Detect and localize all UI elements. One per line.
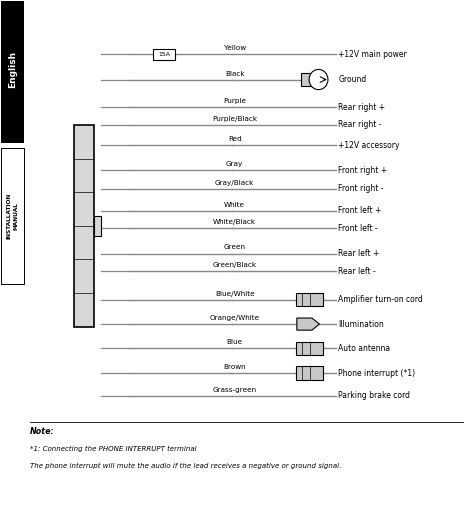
Text: Front left +: Front left + xyxy=(338,206,382,215)
Text: *1: Connecting the PHONE INTERRUPT terminal: *1: Connecting the PHONE INTERRUPT termi… xyxy=(30,446,196,452)
Text: Front right -: Front right - xyxy=(338,185,384,194)
Text: Rear left +: Rear left + xyxy=(338,249,380,258)
FancyBboxPatch shape xyxy=(1,148,24,284)
FancyBboxPatch shape xyxy=(301,73,311,86)
Text: Blue/White: Blue/White xyxy=(215,291,255,297)
Text: Gray: Gray xyxy=(226,161,243,167)
FancyBboxPatch shape xyxy=(296,294,323,306)
Text: Blue: Blue xyxy=(227,339,243,345)
Text: Green/Black: Green/Black xyxy=(212,262,257,268)
Text: Parking brake cord: Parking brake cord xyxy=(338,391,410,400)
Text: Illumination: Illumination xyxy=(338,319,384,329)
Text: INSTALLATION
MANUAL: INSTALLATION MANUAL xyxy=(7,193,18,239)
Text: Rear right +: Rear right + xyxy=(338,103,385,112)
Text: Auto antenna: Auto antenna xyxy=(338,344,391,353)
Text: Gray/Black: Gray/Black xyxy=(215,180,255,186)
Text: Grass-green: Grass-green xyxy=(212,387,257,392)
Text: White/Black: White/Black xyxy=(213,219,256,225)
Text: Orange/White: Orange/White xyxy=(210,315,260,321)
Text: Phone interrupt (*1): Phone interrupt (*1) xyxy=(338,369,415,378)
Text: Front right +: Front right + xyxy=(338,166,387,175)
Text: Purple/Black: Purple/Black xyxy=(212,116,257,122)
Polygon shape xyxy=(297,318,319,330)
Text: Red: Red xyxy=(228,136,242,142)
FancyBboxPatch shape xyxy=(94,215,101,236)
Text: English: English xyxy=(8,51,17,88)
Circle shape xyxy=(309,69,328,90)
Text: Rear left -: Rear left - xyxy=(338,267,376,276)
Text: Green: Green xyxy=(224,244,246,250)
FancyBboxPatch shape xyxy=(74,125,94,327)
Text: +12V accessory: +12V accessory xyxy=(338,140,400,150)
FancyBboxPatch shape xyxy=(296,342,323,355)
FancyBboxPatch shape xyxy=(154,49,174,60)
Text: Ground: Ground xyxy=(338,75,366,84)
Text: Rear right -: Rear right - xyxy=(338,121,382,129)
Text: Note:: Note: xyxy=(30,427,55,437)
Text: Amplifier turn-on cord: Amplifier turn-on cord xyxy=(338,296,423,304)
Text: Brown: Brown xyxy=(223,364,246,370)
Text: The phone interrupt will mute the audio if the lead receives a negative or groun: The phone interrupt will mute the audio … xyxy=(30,463,341,469)
FancyBboxPatch shape xyxy=(1,2,24,142)
Text: Purple: Purple xyxy=(223,98,246,104)
FancyBboxPatch shape xyxy=(296,367,323,380)
Text: Yellow: Yellow xyxy=(224,45,246,51)
Text: Front left -: Front left - xyxy=(338,224,378,233)
Text: White: White xyxy=(224,202,245,207)
Text: 15A: 15A xyxy=(158,52,170,57)
Text: +12V main power: +12V main power xyxy=(338,50,407,59)
Text: Black: Black xyxy=(225,70,245,77)
